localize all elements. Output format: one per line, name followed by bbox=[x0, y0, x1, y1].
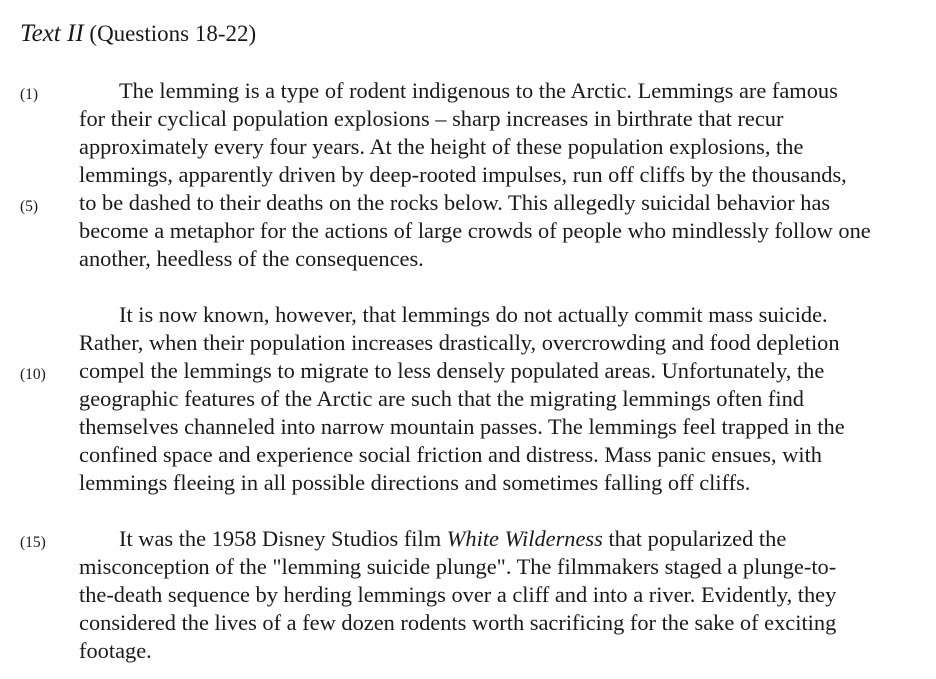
passage-line: to be dashed to their deaths on the rock… bbox=[79, 190, 831, 215]
passage-line: Rather, when their population increases … bbox=[79, 330, 840, 355]
line-number: (1) bbox=[20, 86, 39, 103]
passage-line: lemmings fleeing in all possible directi… bbox=[79, 470, 751, 495]
line-number: (5) bbox=[20, 198, 39, 215]
passage-line: It is now known, however, that lemmings … bbox=[119, 302, 828, 327]
passage-line: lemmings, apparently driven by deep-root… bbox=[79, 162, 847, 187]
passage-line: another, heedless of the consequences. bbox=[79, 246, 424, 271]
passage-line: the-death sequence by herding lemmings o… bbox=[79, 582, 837, 607]
line-number: (15) bbox=[20, 534, 46, 551]
passage-line: compel the lemmings to migrate to less d… bbox=[79, 358, 825, 383]
passage-line: footage. bbox=[79, 638, 152, 663]
line-text: that popularized the bbox=[602, 526, 787, 551]
passage-line: geographic features of the Arctic are su… bbox=[79, 386, 804, 411]
passage-line: confined space and experience social fri… bbox=[79, 442, 823, 467]
line-number: (10) bbox=[20, 366, 46, 383]
passage-line: for their cyclical population explosions… bbox=[79, 106, 784, 131]
passage-line: considered the lives of a few dozen rode… bbox=[79, 610, 837, 635]
questions-range: (Questions 18-22) bbox=[89, 21, 257, 46]
line-text: It was the 1958 Disney Studios film bbox=[119, 526, 447, 551]
passage-line: become a metaphor for the actions of lar… bbox=[79, 218, 871, 243]
passage-line: themselves channeled into narrow mountai… bbox=[79, 414, 845, 439]
text-title: Text II bbox=[20, 20, 84, 47]
passage-line: The lemming is a type of rodent indigeno… bbox=[119, 78, 838, 103]
film-title: White Wilderness bbox=[446, 526, 603, 551]
passage-line: misconception of the "lemming suicide pl… bbox=[79, 554, 837, 579]
passage-heading: Text II (Questions 18-22) bbox=[20, 19, 256, 49]
passage-line: approximately every four years. At the h… bbox=[79, 134, 804, 159]
passage-line: It was the 1958 Disney Studios film Whit… bbox=[119, 525, 786, 553]
